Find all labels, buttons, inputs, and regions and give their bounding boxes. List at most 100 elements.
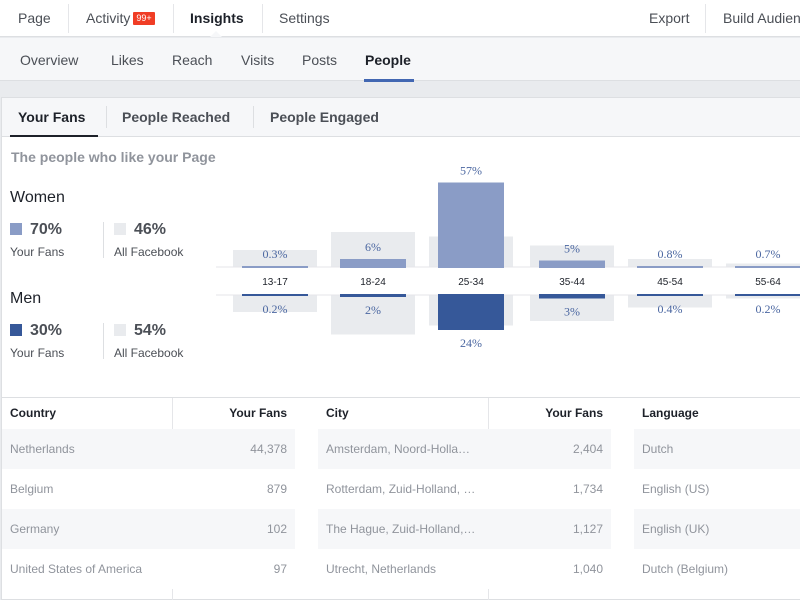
nav-activity[interactable]: Activity 99+ [86,0,156,37]
subnav-likes[interactable]: Likes [111,52,144,68]
age-group-label: 18-24 [360,277,386,288]
age-group-label: 55-64 [755,277,781,288]
table-row: Amsterdam, Noord-Holla… 2,404 [318,429,611,469]
tab-divider [106,106,107,128]
all-facebook-men-bar [726,294,800,299]
women-fans-pct: 70% [30,221,63,238]
age-axis-strip [216,267,800,295]
men-facebook-label: All Facebook [114,346,184,360]
men-fans-bar [735,294,800,296]
all-facebook-men-bar [628,294,712,308]
row-name: United States of America [10,562,143,576]
country-fans-header: Your Fans [229,406,287,420]
row-name: Germany [10,522,60,536]
age-gender-chart: 13-17 0.3% 0.2% 18-24 6% 2% 25-34 57% 24% 35-44 5%… [2,164,800,398]
tab-people-reached[interactable]: People Reached [122,109,231,125]
row-name: Amsterdam, Noord-Holla… [326,442,471,456]
table-row: Dutch [634,429,800,469]
subnav-posts[interactable]: Posts [302,52,338,68]
women-fans-bar [438,182,504,268]
row-value: 2,404 [572,442,603,456]
men-fans-label: Your Fans [10,346,65,360]
row-value: 102 [266,522,287,536]
women-value-label: 0.8% [658,247,683,261]
row-name: Dutch [642,442,674,456]
women-fans-bar [340,259,406,268]
women-value-label: 57% [460,164,482,178]
subnav-people[interactable]: People [365,52,411,68]
men-fans-stat: 30% Your Fans [10,322,64,360]
men-value-label: 24% [460,336,482,350]
table-row: Rotterdam, Zuid-Holland, … 1,734 [318,469,611,509]
women-value-label: 6% [365,240,381,254]
women-value-label: 0.7% [756,247,781,261]
section-subtitle: The people who like your Page [11,149,216,165]
men-fans-bar [340,294,406,297]
nav-settings[interactable]: Settings [279,10,330,26]
facebook-color-swatch [114,223,126,235]
age-group-label: 13-17 [262,277,288,288]
men-fans-bar [438,294,504,330]
women-facebook-pct: 46% [134,221,167,238]
row-name: English (US) [642,482,710,496]
country-header: Country [10,406,56,420]
tab-active-indicator [10,135,98,137]
top-nav: Page Activity 99+ Insights Settings Expor… [0,0,800,37]
stat-divider [103,323,104,359]
people-panel: Your Fans People Reached People Engaged … [1,97,800,600]
men-fans-bar [539,294,605,299]
language-table: Language Dutch English (US) English (UK) Du… [634,398,800,600]
women-fans-bar [735,266,800,268]
row-name: Rotterdam, Zuid-Holland, … [326,482,476,496]
men-facebook-stat: 54% All Facebook [114,322,183,360]
table-row: United States of America 97 [2,549,295,589]
table-row: The Hague, Zuid-Holland,… 1,127 [318,509,611,549]
insights-subnav: Overview Likes Reach Visits Posts People [0,38,800,81]
table-row: English (US) [634,469,800,509]
city-table: City Your Fans Amsterdam, Noord-Holla… 2,… [318,398,611,600]
table-row: Belgium 879 [2,469,295,509]
build-audience-button[interactable]: Build Audience [723,10,800,26]
women-facebook-stat: 46% All Facebook [114,221,183,259]
women-fans-bar [637,266,703,268]
nav-insights[interactable]: Insights [190,10,244,26]
export-button[interactable]: Export [649,10,690,26]
row-value: 44,378 [250,442,287,456]
row-value: 97 [273,562,287,576]
nav-page[interactable]: Page [18,10,51,26]
row-name: Belgium [10,482,54,496]
country-table: Country Your Fans Netherlands 44,378 Belgi… [2,398,295,600]
men-value-label: 3% [564,305,580,319]
men-value-label: 0.2% [263,302,288,316]
stat-divider [103,222,104,258]
subnav-overview[interactable]: Overview [20,52,79,68]
men-value-label: 2% [365,303,381,317]
women-fans-bar [539,260,605,268]
tab-people-engaged[interactable]: People Engaged [270,109,379,125]
subnav-active-indicator [364,79,414,82]
row-value: 1,734 [572,482,603,496]
row-value: 1,127 [572,522,603,536]
row-name: The Hague, Zuid-Holland,… [326,522,476,536]
row-name: Dutch (Belgium) [642,562,729,576]
women-title: Women [10,189,65,206]
women-fans-label: Your Fans [10,245,65,259]
city-fans-header: Your Fans [545,406,603,420]
people-tabs: Your Fans People Reached People Engaged [2,98,800,137]
subnav-visits[interactable]: Visits [241,52,275,68]
nav-divider [173,4,174,33]
age-group-label: 45-54 [657,277,683,288]
all-facebook-women-bar [233,250,317,268]
men-fans-bar [242,294,308,296]
activity-badge: 99+ [132,11,156,26]
row-name: English (UK) [642,522,710,536]
row-value: 879 [266,482,287,496]
row-name: Utrecht, Netherlands [326,562,437,576]
age-group-label: 25-34 [458,277,484,288]
active-nav-caret [210,31,222,37]
subnav-reach[interactable]: Reach [172,52,213,68]
men-fans-pct: 30% [30,322,63,339]
table-row: Germany 102 [2,509,295,549]
men-title: Men [10,290,42,307]
tab-your-fans[interactable]: Your Fans [18,109,86,125]
